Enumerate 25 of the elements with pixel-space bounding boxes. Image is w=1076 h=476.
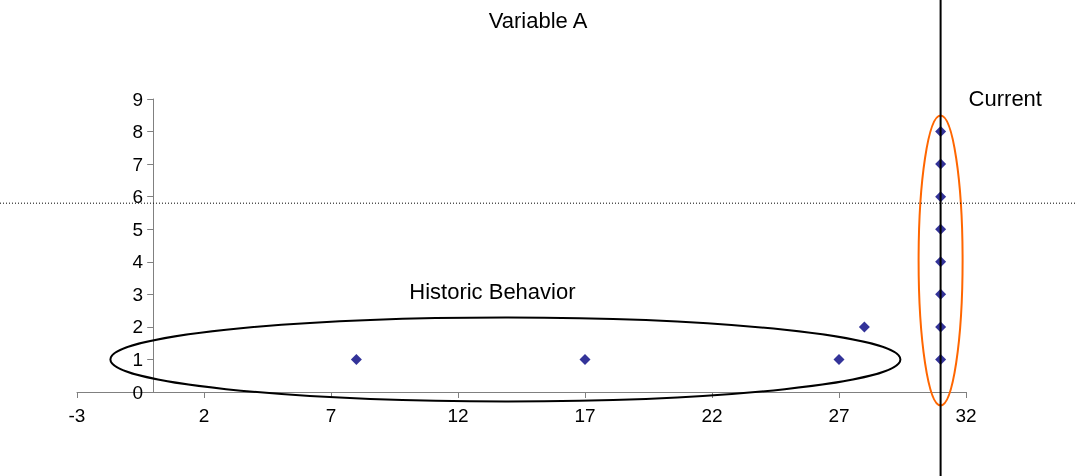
y-tick-label: 7	[132, 153, 144, 175]
x-tick-label: 32	[955, 405, 977, 426]
chart-title: Variable A	[488, 7, 588, 33]
point	[579, 353, 591, 365]
point	[833, 353, 845, 365]
y-tick-label: 8	[132, 121, 144, 143]
x-tick-label: 7	[325, 405, 337, 426]
y-tick-label: 6	[132, 186, 144, 208]
x-tick-label: 27	[828, 405, 850, 426]
x-tick-label: 2	[198, 405, 210, 426]
y-tick-label: 9	[132, 88, 144, 110]
ref-line-label: Current	[968, 85, 1042, 111]
point	[350, 353, 362, 365]
y-tick-label: 3	[132, 283, 144, 305]
annotation: Historic Behavior	[409, 278, 576, 304]
x-tick-label: 12	[447, 405, 469, 426]
y-tick-label: 5	[132, 218, 144, 240]
y-tick-label: 4	[132, 251, 144, 273]
x-tick-label: 17	[574, 405, 596, 426]
y-tick-label: 1	[132, 348, 144, 370]
y-tick-label: 0	[132, 381, 144, 403]
x-tick-label: -3	[68, 405, 86, 426]
y-tick-label: 2	[132, 316, 144, 338]
point	[858, 321, 870, 333]
x-tick-label: 22	[701, 405, 723, 426]
